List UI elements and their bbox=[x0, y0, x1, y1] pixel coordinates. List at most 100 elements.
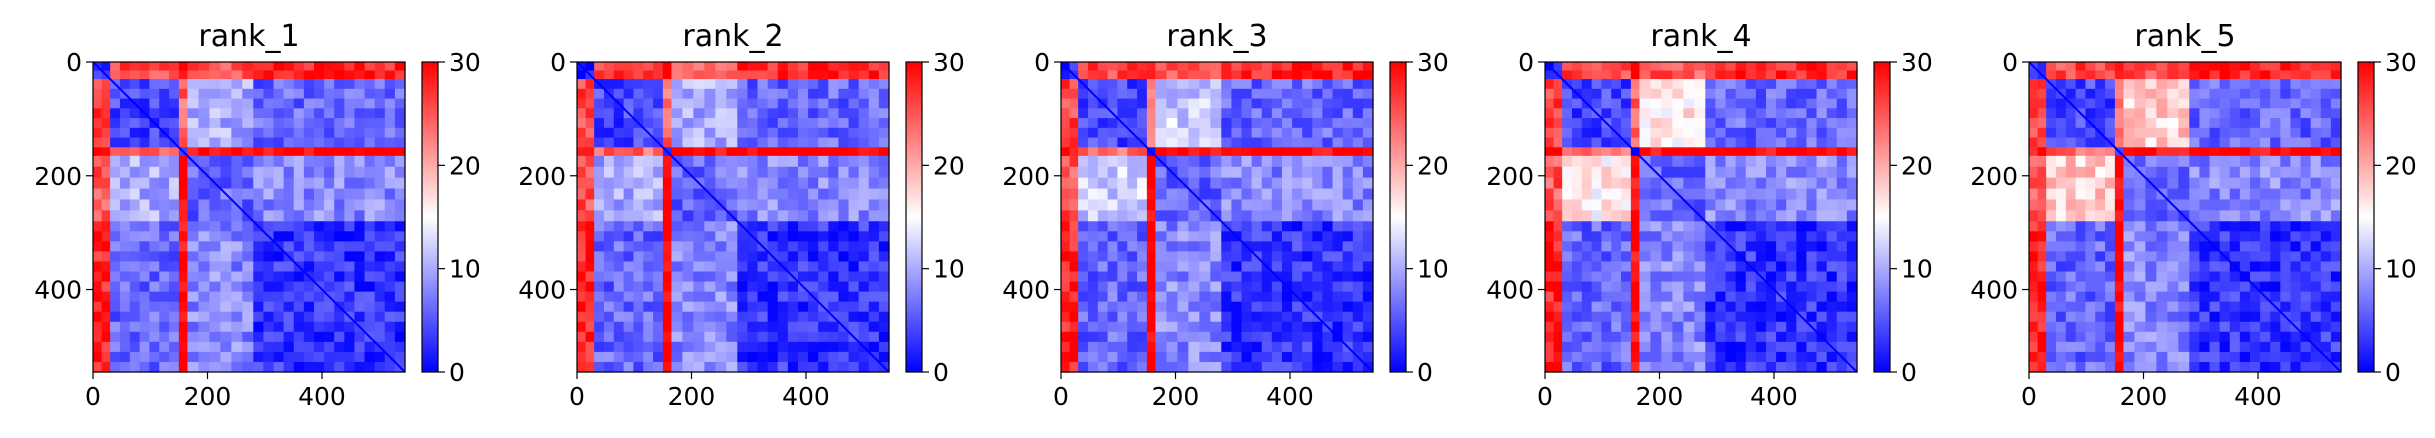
heatmap-cell bbox=[394, 70, 406, 80]
y-tick-label: 400 bbox=[1486, 276, 1534, 305]
heatmap-cell bbox=[787, 261, 799, 273]
heatmap-cell bbox=[1683, 188, 1695, 201]
heatmap-cell bbox=[344, 147, 356, 157]
heatmap-cell bbox=[757, 301, 769, 313]
heatmap-cell bbox=[119, 331, 131, 343]
heatmap-cell bbox=[1271, 291, 1283, 303]
heatmap-cell bbox=[1221, 351, 1232, 363]
heatmap-cell bbox=[198, 88, 210, 100]
heatmap-cell bbox=[1846, 261, 1858, 273]
heatmap-cell bbox=[1581, 251, 1593, 263]
heatmap-cell bbox=[704, 118, 716, 129]
heatmap-cell bbox=[1601, 221, 1612, 232]
heatmap-cell bbox=[2134, 311, 2146, 323]
heatmap-cell bbox=[334, 321, 345, 333]
heatmap-cell bbox=[2209, 271, 2221, 283]
heatmap-cell bbox=[169, 281, 180, 293]
heatmap-cell bbox=[1765, 98, 1777, 109]
x-tick-label: 200 bbox=[668, 382, 716, 411]
heatmap-cell bbox=[1199, 351, 1211, 363]
colorbar-tick-label: 20 bbox=[933, 151, 965, 180]
heatmap-cell bbox=[231, 62, 243, 72]
heatmap-cell bbox=[613, 62, 625, 72]
heatmap-cell bbox=[2320, 188, 2332, 201]
heatmap-cell bbox=[1127, 331, 1138, 343]
heatmap-cell bbox=[2280, 241, 2292, 253]
heatmap-cell bbox=[374, 301, 386, 313]
heatmap-cell bbox=[110, 291, 121, 303]
heatmap-cell bbox=[2065, 62, 2077, 72]
heatmap-cell bbox=[2270, 331, 2281, 343]
heatmap-cell bbox=[1166, 301, 1178, 313]
heatmap-cell bbox=[1765, 147, 1777, 157]
heatmap-cell bbox=[1302, 321, 1313, 333]
heatmap-cell bbox=[1639, 341, 1652, 353]
heatmap-cell bbox=[1322, 155, 1334, 168]
heatmap-cell bbox=[1553, 108, 1563, 119]
heatmap-cell bbox=[293, 231, 305, 242]
heatmap-cell bbox=[1251, 199, 1263, 211]
heatmap-cell bbox=[1725, 361, 1737, 373]
heatmap-cell bbox=[818, 271, 829, 283]
heatmap-cell bbox=[1571, 261, 1583, 273]
heatmap-cell bbox=[93, 351, 103, 363]
heatmap-cell bbox=[1639, 261, 1652, 273]
heatmap-cell bbox=[1672, 98, 1684, 109]
heatmap-cell bbox=[2178, 88, 2190, 100]
heatmap-cell bbox=[878, 281, 890, 293]
heatmap-cell bbox=[1661, 155, 1673, 168]
heatmap-cell bbox=[198, 291, 210, 303]
heatmap-cell bbox=[101, 127, 111, 139]
heatmap-cell bbox=[129, 291, 141, 303]
heatmap-cell bbox=[1061, 261, 1071, 273]
heatmap-cell bbox=[1221, 62, 1232, 72]
heatmap-cell bbox=[1553, 291, 1563, 303]
heatmap-cell bbox=[1553, 311, 1563, 323]
heatmap-cell bbox=[1591, 221, 1603, 232]
heatmap-cell bbox=[129, 221, 141, 232]
heatmap-cell bbox=[613, 79, 625, 90]
heatmap-cell bbox=[1826, 210, 1838, 222]
heatmap-cell bbox=[2290, 177, 2302, 190]
heatmap-cell bbox=[1210, 166, 1222, 179]
heatmap-cell bbox=[1836, 281, 1848, 293]
heatmap-cell bbox=[704, 321, 716, 333]
heatmap-cell bbox=[2105, 341, 2116, 353]
heatmap-cell bbox=[878, 108, 890, 119]
heatmap-cell bbox=[2105, 331, 2116, 343]
heatmap-cell bbox=[1362, 281, 1374, 293]
heatmap-cell bbox=[1078, 62, 1089, 72]
heatmap-cell bbox=[1639, 88, 1652, 100]
heatmap-cell bbox=[2330, 98, 2342, 109]
heatmap-cell bbox=[1087, 199, 1099, 211]
heatmap-cell bbox=[1694, 261, 1706, 273]
heatmap-cell bbox=[2075, 241, 2087, 253]
heatmap-cell bbox=[1571, 155, 1583, 168]
heatmap-cell bbox=[858, 231, 870, 242]
heatmap-cell bbox=[1745, 127, 1757, 139]
heatmap-cell bbox=[1826, 199, 1838, 211]
heatmap-cell bbox=[1087, 301, 1099, 313]
heatmap-cell bbox=[633, 331, 644, 343]
heatmap-cell bbox=[273, 98, 285, 109]
heatmap-cell bbox=[344, 88, 356, 100]
heatmap-cell bbox=[384, 231, 396, 242]
heatmap-cell bbox=[2209, 98, 2221, 109]
heatmap-cell bbox=[577, 361, 587, 373]
heatmap-cell bbox=[344, 137, 356, 148]
heatmap-cell bbox=[1836, 261, 1848, 273]
heatmap-cell bbox=[2029, 199, 2039, 211]
heatmap-cell bbox=[848, 361, 860, 373]
heatmap-cell bbox=[1601, 321, 1612, 333]
heatmap-cell bbox=[1261, 210, 1273, 222]
heatmap-cell bbox=[797, 221, 809, 232]
heatmap-cell bbox=[1302, 118, 1313, 129]
heatmap-cell bbox=[1177, 108, 1189, 119]
heatmap-cell bbox=[838, 188, 850, 201]
heatmap-cell bbox=[354, 241, 366, 253]
colorbar-frame bbox=[421, 61, 439, 373]
heatmap-cell bbox=[354, 210, 366, 222]
heatmap-cell bbox=[242, 127, 254, 139]
heatmap-cell bbox=[394, 241, 406, 253]
heatmap-cell bbox=[747, 241, 759, 253]
